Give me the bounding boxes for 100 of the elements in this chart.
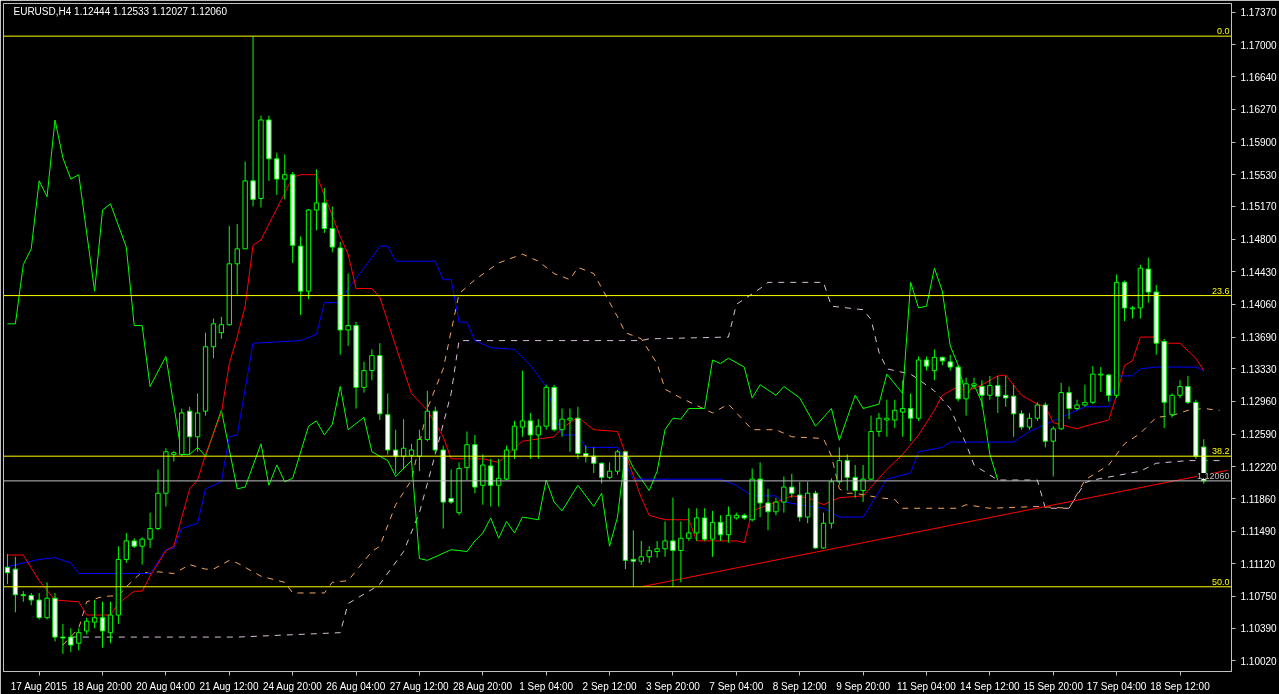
candlestick	[844, 453, 850, 492]
x-tick-label: 20 Aug 04:00	[136, 680, 196, 692]
candlestick	[678, 520, 684, 583]
candlestick	[757, 461, 763, 518]
candlestick	[194, 393, 201, 453]
candlestick	[987, 375, 993, 401]
y-tick-label: 1.13330	[1240, 363, 1278, 375]
candlestick	[1074, 399, 1080, 411]
candlestick	[345, 273, 351, 347]
candlestick	[598, 461, 605, 485]
candlestick	[781, 475, 787, 514]
y-tick-label: 1.10020	[1240, 655, 1278, 667]
candlestick	[559, 408, 565, 438]
candlestick	[1034, 401, 1041, 422]
candlestick	[218, 316, 225, 340]
candlestick	[670, 497, 676, 588]
chart-title: EURUSD,H4 1.12444 1.12533 1.12027 1.12060	[13, 5, 228, 17]
candlestick	[1129, 305, 1136, 320]
x-tick-label: 7 Sep 04:00	[709, 680, 764, 692]
candlestick	[900, 379, 906, 438]
annotation: 50.0	[1211, 576, 1230, 587]
candlestick	[686, 507, 692, 542]
candlestick	[694, 507, 700, 542]
candlestick	[804, 481, 811, 524]
x-tick-label: 18 Aug 20:00	[72, 680, 133, 692]
candlestick	[139, 536, 145, 566]
candlestick	[892, 399, 898, 429]
x-tick-label: 9 Sep 20:00	[836, 680, 891, 692]
candlestick	[60, 623, 66, 655]
candlestick	[860, 464, 866, 503]
candlestick	[765, 488, 771, 531]
candlestick	[369, 348, 375, 381]
candlestick	[99, 601, 106, 649]
candlestick	[44, 581, 50, 620]
candlestick	[1169, 393, 1175, 418]
y-tick-label: 1.12590	[1240, 429, 1278, 441]
candlestick	[614, 449, 621, 476]
candlestick	[448, 468, 454, 505]
candlestick	[717, 514, 724, 542]
x-tick-label: 27 Aug 12:00	[389, 680, 450, 692]
x-tick-label: 1 Sep 04:00	[519, 680, 574, 692]
x-tick-label: 24 Aug 20:00	[262, 680, 323, 692]
candlestick	[979, 379, 985, 408]
candlestick	[638, 540, 644, 566]
candlestick	[480, 453, 486, 506]
candlestick	[107, 601, 114, 644]
candlestick	[662, 520, 668, 558]
candlestick	[1098, 366, 1104, 393]
candlestick	[591, 446, 597, 474]
x-tick-label: 14 Sep 12:00	[960, 680, 1021, 692]
candlestick	[1010, 384, 1017, 438]
candlestick	[1106, 373, 1112, 402]
y-tick-label: 1.13690	[1240, 332, 1278, 344]
candlestick	[464, 430, 470, 481]
candlestick	[884, 399, 890, 438]
y-tick-label: 1.16270	[1240, 104, 1278, 116]
candlestick	[76, 627, 82, 651]
candlestick	[852, 464, 858, 499]
candlestick	[408, 443, 415, 463]
candlestick	[527, 412, 534, 460]
x-tick-label: 26 Aug 04:00	[326, 680, 386, 692]
candlestick	[1050, 425, 1056, 477]
y-tick-label: 1.11490	[1240, 526, 1277, 538]
candlestick	[250, 35, 256, 207]
y-tick-label: 1.14800	[1240, 234, 1278, 246]
y-tick-label: 1.16640	[1240, 71, 1278, 83]
y-tick-label: 1.15530	[1240, 169, 1278, 181]
y-tick-label: 1.11860	[1240, 493, 1277, 505]
candlestick	[797, 481, 803, 522]
annotation: 23.6	[1211, 285, 1230, 296]
ref-line-label: 1.12060	[1196, 470, 1230, 481]
y-tick-label: 1.10390	[1240, 623, 1278, 635]
candlestick	[313, 168, 320, 231]
x-tick-label: 21 Aug 12:00	[199, 680, 259, 692]
candlestick	[511, 420, 518, 460]
candlestick	[963, 377, 969, 417]
candlestick	[488, 458, 494, 507]
candlestick	[147, 512, 153, 549]
y-tick-label: 1.12960	[1240, 396, 1278, 408]
x-tick-label: 3 Sep 20:00	[645, 680, 701, 692]
x-tick-label: 18 Sep 12:00	[1150, 680, 1211, 692]
candlestick	[519, 370, 526, 438]
candlestick	[789, 473, 795, 499]
candlestick	[1066, 385, 1072, 420]
candlestick	[907, 393, 914, 442]
x-tick-label: 2 Sep 12:00	[582, 680, 637, 692]
annotation: 38.2	[1211, 446, 1230, 457]
candlestick	[995, 375, 1001, 414]
candlestick	[701, 507, 708, 542]
x-tick-label: 8 Sep 12:00	[772, 680, 828, 692]
candlestick	[1145, 257, 1151, 304]
y-tick-label: 1.15170	[1240, 201, 1278, 213]
x-tick-label: 15 Sep 20:00	[1023, 680, 1084, 692]
annotation: 0.0	[1216, 26, 1230, 37]
y-tick-label: 1.17370	[1240, 7, 1278, 19]
candlestick	[68, 627, 74, 653]
y-tick-label: 1.15900	[1240, 137, 1278, 149]
candlestick	[4, 553, 11, 585]
candlestick	[36, 592, 42, 620]
candlestick	[971, 377, 977, 390]
